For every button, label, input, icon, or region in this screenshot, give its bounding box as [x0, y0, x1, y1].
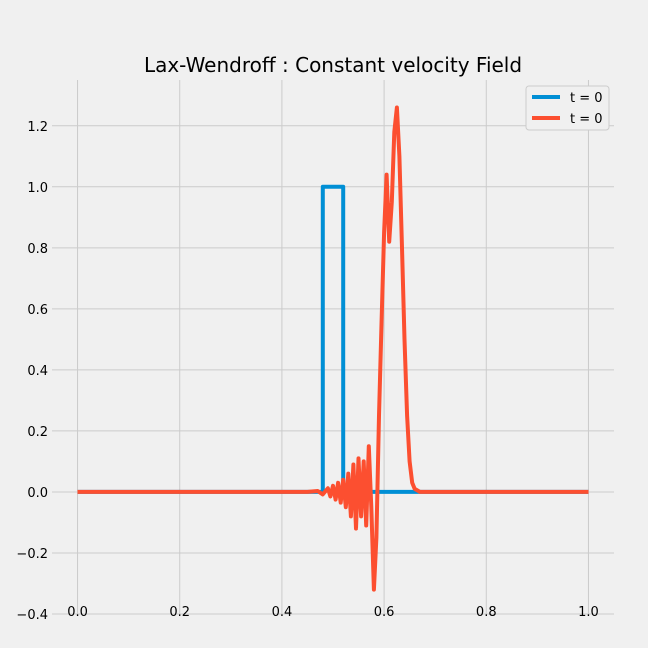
- series-layer: [77, 105, 589, 592]
- x-tick-label: 0.4: [272, 605, 293, 620]
- y-tick-label: 1.0: [27, 181, 48, 196]
- x-tick-label: 1.0: [578, 605, 599, 620]
- x-tick-label: 0.6: [374, 605, 395, 620]
- y-tick-label: 0.8: [27, 242, 48, 257]
- legend: t = 0 t = 0: [525, 85, 610, 131]
- x-tick-label: 0.2: [169, 605, 190, 620]
- series-line-1: [77, 105, 589, 592]
- legend-label-1: t = 0: [570, 112, 603, 127]
- y-tick-label: 0.2: [27, 425, 48, 440]
- tick-labels: 0.0 0.2 0.4 0.6 0.8 1.0 −0.4 −0.2 0.0 0.2 0.4 0.6 0.…: [16, 120, 598, 623]
- y-tick-label: 0.4: [27, 364, 48, 379]
- y-tick-label: 0.6: [27, 303, 48, 318]
- y-tick-label: −0.2: [16, 547, 48, 562]
- y-tick-label: 1.2: [27, 120, 48, 135]
- x-tick-label: 0.8: [476, 605, 497, 620]
- x-tick-label: 0.0: [67, 605, 88, 620]
- y-tick-label: 0.0: [27, 486, 48, 501]
- legend-label-0: t = 0: [570, 91, 603, 106]
- chart-title: Lax-Wendroff : Constant velocity Field: [144, 53, 522, 77]
- y-tick-label: −0.4: [16, 608, 48, 623]
